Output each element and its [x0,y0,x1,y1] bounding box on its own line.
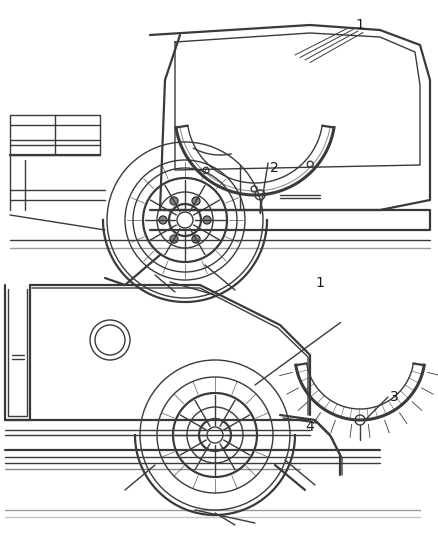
Text: 4: 4 [305,420,314,434]
Text: 1: 1 [315,276,324,290]
Text: 2: 2 [270,161,279,175]
Text: 3: 3 [390,390,399,404]
Circle shape [192,235,200,243]
Circle shape [170,197,178,205]
Circle shape [192,197,200,205]
Circle shape [170,235,178,243]
Text: 1: 1 [355,18,364,32]
Circle shape [159,216,167,224]
Circle shape [203,216,211,224]
